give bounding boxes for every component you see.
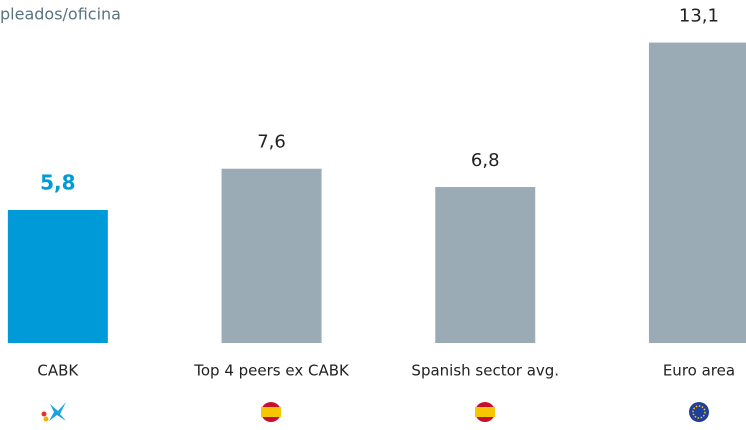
flag-eu bbox=[689, 402, 709, 422]
value-label: 7,6 bbox=[257, 132, 286, 153]
bar bbox=[648, 42, 746, 343]
icons bbox=[41, 402, 709, 422]
cabk-logo bbox=[41, 402, 66, 422]
value-label: 6,8 bbox=[471, 150, 500, 171]
x-tick-label: Spanish sector avg. bbox=[411, 362, 559, 380]
chart-title: pleados/oficina bbox=[0, 5, 121, 24]
value-label: 13,1 bbox=[679, 6, 719, 27]
bar bbox=[435, 187, 536, 343]
flag-spain bbox=[475, 402, 495, 422]
bar bbox=[7, 209, 108, 343]
bar bbox=[221, 168, 322, 343]
value-label: 5,8 bbox=[40, 170, 75, 194]
flag-spain bbox=[261, 402, 281, 422]
x-tick-label: Euro area bbox=[663, 362, 735, 380]
x-tick-label: CABK bbox=[37, 362, 79, 380]
x-tick-label: Top 4 peers ex CABK bbox=[193, 362, 350, 380]
